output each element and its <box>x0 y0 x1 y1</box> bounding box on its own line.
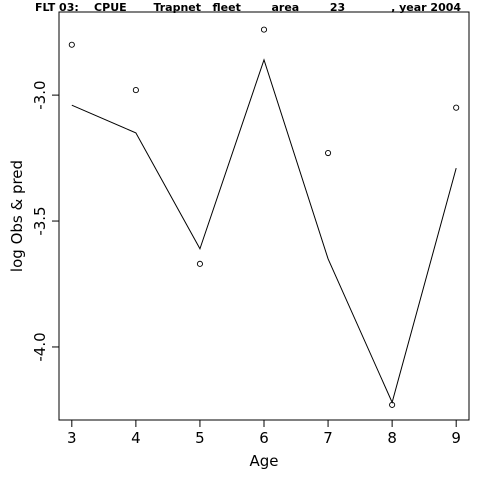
chart-title: FLT 03: CPUE Trapnet fleet area 23 , yea… <box>35 1 461 14</box>
observed-point <box>260 26 268 33</box>
y-axis-label: log Obs & pred <box>8 160 26 272</box>
series-observed-points <box>68 26 460 408</box>
y-tick-label: -3.0 <box>31 80 49 109</box>
y-tick-label: -3.5 <box>31 206 49 235</box>
observed-point <box>196 260 203 267</box>
x-tick-label: 8 <box>387 429 397 447</box>
y-tick-label: -4.0 <box>31 332 49 361</box>
x-tick-label: 7 <box>323 429 333 447</box>
observed-point <box>389 401 396 408</box>
x-tick-label: 5 <box>195 429 205 447</box>
predicted-line <box>71 58 457 404</box>
x-axis-label: Age <box>249 452 278 470</box>
observed-point <box>132 87 139 94</box>
x-tick-label: 6 <box>259 429 269 447</box>
x-tick-label: 3 <box>67 429 77 447</box>
observed-point <box>325 149 332 157</box>
plot-frame <box>58 11 470 421</box>
observed-point <box>453 104 460 111</box>
x-axis: 3 4 5 6 7 8 9 <box>67 420 461 447</box>
x-tick-label: 9 <box>451 429 461 447</box>
series-predicted-line <box>71 58 457 404</box>
observed-point <box>68 41 75 48</box>
y-axis: -3.0 -3.5 -4.0 <box>31 80 59 362</box>
x-tick-label: 4 <box>131 429 141 447</box>
